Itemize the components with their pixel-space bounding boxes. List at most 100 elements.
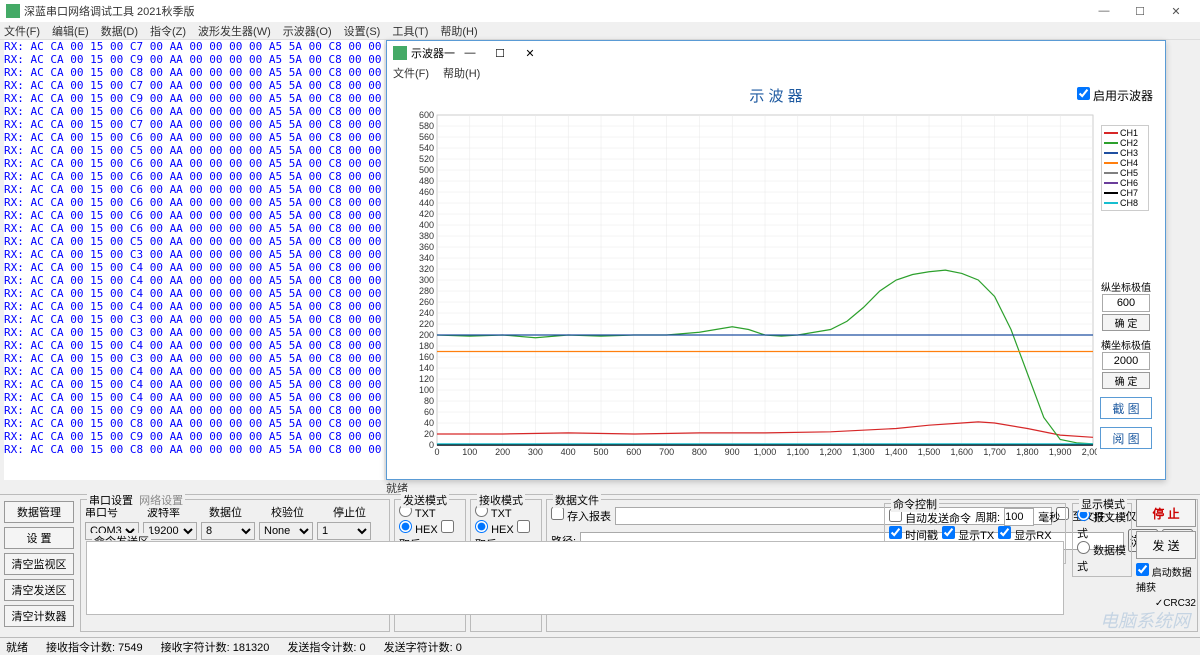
osc-controls: 纵坐标极值 确 定 横坐标极值 确 定 截 图 阅 图 [1099, 273, 1153, 449]
hex-line: RX: AC CA 00 15 00 C8 00 AA 00 00 00 00 … [4, 417, 384, 430]
save-report-checkbox[interactable]: 存入报表 [551, 507, 611, 524]
svg-text:360: 360 [419, 242, 434, 252]
recv-txt-radio[interactable]: TXT [475, 508, 512, 520]
hex-line: RX: AC CA 00 15 00 C9 00 AA 00 00 00 00 … [4, 430, 384, 443]
svg-text:320: 320 [419, 264, 434, 274]
hex-line: RX: AC CA 00 15 00 C7 00 AA 00 00 00 00 … [4, 40, 384, 53]
serial-select[interactable]: 8 [201, 522, 255, 540]
svg-text:0: 0 [429, 440, 434, 450]
hex-line: RX: AC CA 00 15 00 C4 00 AA 00 00 00 00 … [4, 339, 384, 352]
hex-monitor: RX: AC CA 00 15 00 C7 00 AA 00 00 00 00 … [4, 40, 384, 480]
capture-button[interactable]: 截 图 [1100, 397, 1152, 419]
serial-select[interactable]: 19200 [143, 522, 197, 540]
osc-icon [393, 46, 407, 60]
menu-item[interactable]: 帮助(H) [440, 23, 477, 39]
svg-text:800: 800 [692, 447, 707, 457]
panel-button[interactable]: 数据管理 [4, 501, 74, 523]
svg-text:300: 300 [528, 447, 543, 457]
close-icon[interactable]: ✕ [1158, 5, 1194, 18]
hex-line: RX: AC CA 00 15 00 C8 00 AA 00 00 00 00 … [4, 66, 384, 79]
hex-line: RX: AC CA 00 15 00 C7 00 AA 00 00 00 00 … [4, 118, 384, 131]
hex-line: RX: AC CA 00 15 00 C6 00 AA 00 00 00 00 … [4, 183, 384, 196]
osc-minimize-icon[interactable]: — [455, 47, 485, 59]
panel-button[interactable]: 清空发送区 [4, 579, 74, 601]
osc-title: 示 波 器 [387, 85, 1165, 106]
oscilloscope-window: 示波器一 — ☐ ✕ 文件(F)帮助(H) 示 波 器 启用示波器 020406… [386, 40, 1166, 480]
left-buttons: 数据管理设 置清空监视区清空发送区清空计数器 [0, 495, 78, 636]
x-limit-ok-button[interactable]: 确 定 [1102, 372, 1150, 389]
hex-line: RX: AC CA 00 15 00 C9 00 AA 00 00 00 00 … [4, 53, 384, 66]
x-limit-label: 横坐标极值 [1099, 337, 1153, 352]
svg-text:600: 600 [419, 111, 434, 120]
osc-window-title: 示波器一 [411, 45, 455, 61]
menu-item[interactable]: 设置(S) [344, 23, 381, 39]
view-button[interactable]: 阅 图 [1100, 427, 1152, 449]
legend-item: CH2 [1104, 138, 1146, 148]
svg-text:560: 560 [419, 132, 434, 142]
menu-item[interactable]: 数据(D) [101, 23, 138, 39]
channel-legend: CH1CH2CH3CH4CH5CH6CH7CH8 [1101, 125, 1149, 211]
svg-text:20: 20 [424, 429, 434, 439]
hex-line: RX: AC CA 00 15 00 C6 00 AA 00 00 00 00 … [4, 131, 384, 144]
hex-line: RX: AC CA 00 15 00 C6 00 AA 00 00 00 00 … [4, 157, 384, 170]
data-mode-radio[interactable]: 数据模式 [1077, 545, 1126, 573]
svg-text:1,300: 1,300 [852, 447, 875, 457]
menu-item[interactable]: 波形发生器(W) [198, 23, 271, 39]
enable-oscilloscope-checkbox[interactable]: 启用示波器 [1077, 87, 1153, 104]
hex-line: RX: AC CA 00 15 00 C8 00 AA 00 00 00 00 … [4, 443, 384, 456]
period-input[interactable] [1004, 508, 1034, 526]
svg-text:300: 300 [419, 275, 434, 285]
serial-select[interactable]: None [259, 522, 313, 540]
x-limit-input[interactable] [1102, 352, 1150, 370]
menu-item[interactable]: 帮助(H) [443, 68, 480, 80]
menu-item[interactable]: 编辑(E) [52, 23, 89, 39]
menu-item[interactable]: 工具(T) [392, 23, 428, 39]
svg-text:400: 400 [419, 220, 434, 230]
svg-text:220: 220 [419, 319, 434, 329]
menu-item[interactable]: 指令(Z) [150, 23, 186, 39]
menu-item[interactable]: 文件(F) [393, 68, 429, 80]
send-button[interactable]: 发 送 [1136, 531, 1196, 559]
svg-text:440: 440 [419, 198, 434, 208]
svg-text:160: 160 [419, 352, 434, 362]
svg-text:540: 540 [419, 143, 434, 153]
hex-line: RX: AC CA 00 15 00 C3 00 AA 00 00 00 00 … [4, 352, 384, 365]
menu-item[interactable]: 示波器(O) [283, 23, 332, 39]
panel-button[interactable]: 清空监视区 [4, 553, 74, 575]
svg-text:580: 580 [419, 121, 434, 131]
maximize-icon[interactable]: ☐ [1122, 5, 1158, 18]
svg-text:1,800: 1,800 [1016, 447, 1039, 457]
svg-text:340: 340 [419, 253, 434, 263]
osc-close-icon[interactable]: ✕ [515, 47, 545, 60]
hex-line: RX: AC CA 00 15 00 C6 00 AA 00 00 00 00 … [4, 170, 384, 183]
send-txt-radio[interactable]: TXT [399, 508, 436, 520]
send-hex-radio[interactable]: HEX [399, 524, 438, 536]
svg-text:100: 100 [462, 447, 477, 457]
packet-mode-radio[interactable]: 报文模式 [1077, 512, 1126, 540]
y-limit-ok-button[interactable]: 确 定 [1102, 314, 1150, 331]
recv-hex-radio[interactable]: HEX [475, 524, 514, 536]
hex-line: RX: AC CA 00 15 00 C4 00 AA 00 00 00 00 … [4, 300, 384, 313]
svg-text:600: 600 [626, 447, 641, 457]
svg-text:520: 520 [419, 154, 434, 164]
hex-line: RX: AC CA 00 15 00 C3 00 AA 00 00 00 00 … [4, 326, 384, 339]
y-limit-input[interactable] [1102, 294, 1150, 312]
svg-text:1,900: 1,900 [1049, 447, 1072, 457]
svg-text:100: 100 [419, 385, 434, 395]
stop-button[interactable]: 停 止 [1136, 499, 1196, 527]
svg-text:1,400: 1,400 [885, 447, 908, 457]
command-textarea[interactable] [86, 541, 1064, 615]
serial-select[interactable]: 1 [317, 522, 371, 540]
minimize-icon[interactable]: — [1086, 5, 1122, 17]
panel-button[interactable]: 清空计数器 [4, 605, 74, 627]
svg-text:1,700: 1,700 [983, 447, 1006, 457]
capture-data-checkbox[interactable]: 启动数据捕获 [1136, 563, 1196, 594]
svg-text:500: 500 [419, 165, 434, 175]
osc-maximize-icon[interactable]: ☐ [485, 47, 515, 60]
main-titlebar: 深蓝串口网络调试工具 2021秋季版 — ☐ ✕ [0, 0, 1200, 22]
svg-text:1,200: 1,200 [819, 447, 842, 457]
menu-item[interactable]: 文件(F) [4, 23, 40, 39]
svg-text:120: 120 [419, 374, 434, 384]
svg-text:1,000: 1,000 [754, 447, 777, 457]
panel-button[interactable]: 设 置 [4, 527, 74, 549]
